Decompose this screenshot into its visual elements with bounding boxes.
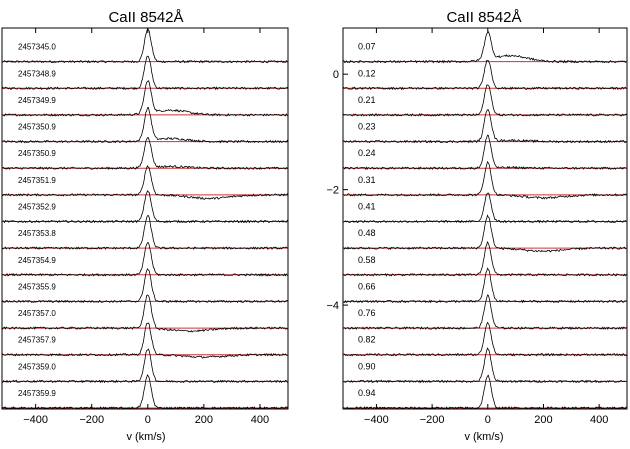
y-tick-label: −4 — [326, 300, 339, 312]
spectrum-label: 2457354.9 — [18, 256, 56, 265]
spectrum-line — [342, 374, 628, 410]
spectrum-label: 0.31 — [358, 175, 376, 185]
spectrum-line — [1, 294, 289, 333]
spectrum-label: 0.94 — [358, 388, 376, 398]
spectrum-label: 0.76 — [358, 308, 376, 318]
x-tick-label: 200 — [195, 414, 213, 426]
x-tick-label: −200 — [79, 414, 104, 426]
left-panel: 2457345.0 2457348.9 2457349.9 2457350.9 2457… — [1, 27, 289, 426]
spectrum-line — [342, 30, 628, 64]
spectrum-label: 0.66 — [358, 281, 376, 291]
spectrum-line — [342, 134, 628, 171]
spectrum-line — [342, 60, 628, 91]
spectrum-line — [1, 348, 289, 384]
spectrum-line — [1, 27, 288, 64]
spectrum-line — [1, 165, 289, 200]
spectrum-label: 2457353.8 — [18, 229, 56, 238]
plot-frame — [342, 27, 628, 410]
spectrum-line — [1, 242, 289, 277]
spectrum-label: 2457357.0 — [18, 309, 56, 318]
plot-frame — [1, 27, 289, 410]
spectrum-line — [1, 79, 289, 117]
spectrum-label: 2457349.9 — [18, 96, 56, 105]
spectrum-label: 0.48 — [358, 228, 376, 238]
spectrum-label: 0.58 — [358, 255, 376, 265]
spectrum-line — [343, 267, 628, 304]
spectrum-line — [342, 347, 628, 384]
spectrum-line — [342, 109, 628, 144]
spectrum-label: 0.12 — [358, 68, 376, 78]
x-tick-label: 200 — [534, 414, 552, 426]
x-tick-label: −400 — [23, 414, 48, 426]
spectrum-line — [342, 84, 628, 117]
spectrum-line — [1, 106, 289, 144]
spectrum-label: 2457348.9 — [18, 69, 56, 78]
spectrum-line — [343, 192, 628, 224]
spectrum-label: 0.90 — [358, 361, 376, 371]
left-panel-title: CaII 8542Å — [108, 9, 183, 26]
spectrum-label: 0.41 — [358, 202, 376, 212]
spectrum-label: 0.24 — [358, 148, 376, 158]
spectrum-line — [1, 373, 289, 410]
spectrum-label: 2457350.9 — [18, 149, 56, 158]
right-x-axis-label: v (km/s) — [464, 431, 503, 443]
spectrum-label: 2457355.9 — [18, 282, 56, 291]
x-tick-label: −400 — [364, 414, 389, 426]
spectrum-label: 2457359.9 — [18, 389, 56, 398]
spectrum-line — [1, 137, 289, 171]
left-x-axis-label: v (km/s) — [126, 431, 165, 443]
spectrum-line — [342, 240, 628, 277]
spectrum-line — [342, 214, 628, 253]
spectrum-label: 0.07 — [358, 42, 376, 52]
spectrum-label: 2457350.9 — [18, 123, 56, 132]
spectrum-line — [1, 322, 289, 359]
spectrum-line — [1, 268, 289, 304]
spectrum-line — [342, 160, 628, 200]
spectrum-line — [1, 55, 289, 91]
spectrum-line — [1, 215, 289, 251]
spectrum-label: 0.82 — [358, 335, 376, 345]
spectrum-line — [1, 190, 289, 224]
x-tick-label: 400 — [590, 414, 608, 426]
right-panel: 0.07 0.12 0.21 0.23 0.24 0.31 0.41 0.48 0.58 0.66… — [326, 27, 628, 426]
spectrum-line — [342, 294, 628, 331]
x-tick-label: 400 — [251, 414, 269, 426]
x-tick-label: 0 — [485, 414, 491, 426]
y-tick-label: 0 — [333, 69, 339, 81]
spectrum-label: 2457351.9 — [18, 176, 56, 185]
right-panel-title: CaII 8542Å — [446, 9, 521, 26]
spectrum-label: 2457352.9 — [18, 203, 56, 212]
spectrum-label: 2457357.9 — [18, 336, 56, 345]
x-tick-label: −200 — [420, 414, 445, 426]
spectrum-label: 0.21 — [358, 95, 376, 105]
x-tick-label: 0 — [145, 414, 151, 426]
spectrum-line — [342, 321, 628, 357]
spectrum-label: 0.23 — [358, 122, 376, 132]
spectrum-label: 2457359.0 — [18, 362, 56, 371]
y-tick-label: −2 — [326, 185, 339, 197]
spectrum-label: 2457345.0 — [18, 43, 56, 52]
